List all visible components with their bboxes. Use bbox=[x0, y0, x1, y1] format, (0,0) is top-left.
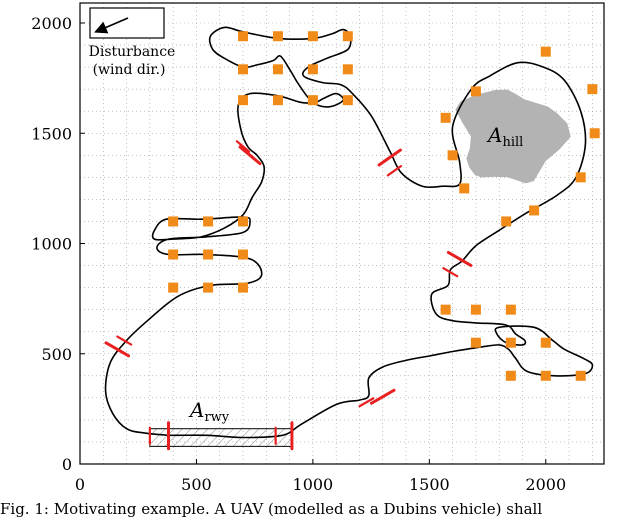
figure: 0 500 1000 1500 2000 0 500 1000 1500 2000 Disturb… bbox=[31, 2, 605, 494]
waypoint-marker bbox=[589, 128, 600, 139]
waypoint-marker bbox=[575, 370, 586, 381]
crossing-marker bbox=[116, 335, 133, 346]
waypoint-marker bbox=[342, 64, 353, 75]
waypoint-marker bbox=[307, 31, 318, 42]
wind-arrow-icon bbox=[94, 17, 129, 34]
waypoint-marker bbox=[307, 95, 318, 106]
x-tick-label: 500 bbox=[181, 475, 212, 494]
waypoint-marker bbox=[459, 183, 470, 194]
y-tick-label: 2000 bbox=[31, 14, 72, 33]
wind-label: (wind dir.) bbox=[93, 62, 166, 78]
runway-label: Arwy bbox=[188, 398, 230, 425]
crossing-marker bbox=[369, 388, 396, 405]
waypoint-marker bbox=[238, 95, 249, 106]
waypoint-marker bbox=[505, 304, 516, 315]
flight-path bbox=[104, 26, 594, 439]
waypoint-marker bbox=[238, 216, 249, 227]
crossing-marker bbox=[386, 165, 403, 177]
waypoint-marker bbox=[203, 282, 214, 293]
crossing-marker bbox=[235, 140, 251, 153]
waypoint-marker bbox=[272, 64, 283, 75]
waypoint-marker bbox=[440, 304, 451, 315]
waypoint-marker bbox=[203, 249, 214, 260]
x-tick-label: 1000 bbox=[293, 475, 334, 494]
waypoint-marker bbox=[501, 216, 512, 227]
axes-frame bbox=[79, 2, 605, 465]
waypoint-marker bbox=[529, 205, 540, 216]
waypoint-marker bbox=[307, 64, 318, 75]
waypoint-marker bbox=[272, 95, 283, 106]
x-tick-label: 0 bbox=[75, 475, 85, 494]
hill-label: Ahill bbox=[486, 123, 523, 150]
waypoint-marker bbox=[505, 337, 516, 348]
waypoint-marker bbox=[238, 249, 249, 260]
hill-region bbox=[455, 89, 571, 184]
grid bbox=[80, 3, 604, 464]
waypoint-marker bbox=[575, 172, 586, 183]
disturbance-label: Disturbance bbox=[89, 44, 176, 60]
crossing-marker bbox=[446, 250, 473, 267]
waypoint-marker bbox=[342, 31, 353, 42]
crossing-marker bbox=[358, 397, 375, 408]
waypoint-marker bbox=[470, 86, 481, 97]
y-tick-label: 1000 bbox=[31, 235, 72, 254]
y-tick-label: 500 bbox=[41, 345, 72, 364]
waypoint-marker bbox=[238, 31, 249, 42]
x-tick-label: 2000 bbox=[525, 475, 566, 494]
ticks: 0 500 1000 1500 2000 0 500 1000 1500 2000 bbox=[31, 14, 566, 494]
waypoint-marker bbox=[470, 337, 481, 348]
wind-box bbox=[89, 7, 165, 39]
waypoint-marker bbox=[342, 95, 353, 106]
waypoint-marker bbox=[168, 216, 179, 227]
waypoint-marker bbox=[168, 249, 179, 260]
waypoint-marker bbox=[272, 31, 283, 42]
crossing-marker bbox=[238, 145, 262, 166]
waypoint-marker bbox=[168, 282, 179, 293]
x-tick-label: 1500 bbox=[409, 475, 450, 494]
y-tick-label: 0 bbox=[62, 455, 72, 474]
waypoint-marker bbox=[238, 282, 249, 293]
waypoint-marker bbox=[238, 64, 249, 75]
waypoint-marker bbox=[540, 337, 551, 348]
disturbance-legend: Disturbance (wind dir.) bbox=[89, 7, 176, 78]
y-tick-label: 1500 bbox=[31, 124, 72, 143]
waypoint-marker bbox=[505, 370, 516, 381]
waypoint-marker bbox=[447, 150, 458, 161]
crossings bbox=[104, 140, 473, 451]
waypoint-marker bbox=[440, 112, 451, 123]
figure-caption: Fig. 1: Motivating example. A UAV (model… bbox=[0, 500, 543, 518]
waypoint-marker bbox=[470, 304, 481, 315]
crossing-marker bbox=[442, 267, 459, 278]
crossing-marker bbox=[104, 341, 131, 358]
hill-shape bbox=[455, 89, 571, 184]
crossing-marker bbox=[377, 148, 402, 167]
waypoint-marker bbox=[203, 216, 214, 227]
waypoints bbox=[168, 31, 600, 381]
waypoint-marker bbox=[540, 370, 551, 381]
waypoint-marker bbox=[540, 46, 551, 57]
waypoint-marker bbox=[587, 84, 598, 95]
